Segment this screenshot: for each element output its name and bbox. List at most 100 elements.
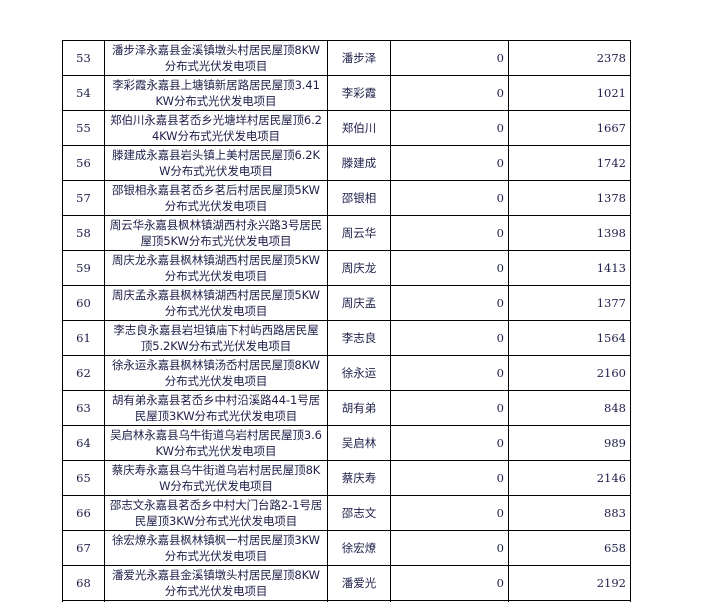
table-row[interactable]: 54 李彩霞永嘉县上塘镇新居路居民屋顶3.41KW分布式光伏发电项目 李彩霞 0 102… xyxy=(62,75,631,111)
table-row[interactable]: 59 周庆龙永嘉县枫林镇湖西村居民屋顶5KW分布式光伏发电项目 周庆龙 0 1413 xyxy=(62,250,631,286)
table-row[interactable]: 64 吴启林永嘉县乌牛街道乌岩村居民屋顶3.6KW分布式光伏发电项目 吴启林 0 989 xyxy=(62,425,631,461)
cell-quantity[interactable]: 0 xyxy=(390,530,509,566)
table-row[interactable]: 66 邵志文永嘉县茗岙乡中村大门台路2-1号居民屋顶3KW分布式光伏发电项目 邵志文… xyxy=(62,495,631,531)
cell-quantity[interactable]: 0 xyxy=(390,355,509,391)
cell-project-name[interactable]: 蔡庆寿永嘉县乌牛街道乌岩村居民屋顶8KW分布式光伏发电项目 xyxy=(104,460,328,496)
cell-owner-name[interactable]: 蔡庆寿 xyxy=(327,460,391,496)
cell-quantity[interactable]: 0 xyxy=(390,320,509,356)
cell-amount[interactable]: 2146 xyxy=(508,460,631,496)
cell-amount[interactable]: 2160 xyxy=(508,355,631,391)
cell-index[interactable]: 54 xyxy=(62,75,105,111)
cell-amount[interactable]: 883 xyxy=(508,495,631,531)
cell-quantity[interactable]: 0 xyxy=(390,495,509,531)
table-row[interactable]: 55 郑伯川永嘉县茗岙乡光塘垟村居民屋顶6.24KW分布式光伏发电项目 郑伯川 0 16… xyxy=(62,110,631,146)
cell-project-name[interactable]: 徐永运永嘉县枫林镇汤岙村居民屋顶8KW分布式光伏发电项目 xyxy=(104,355,328,391)
cell-index[interactable]: 68 xyxy=(62,565,105,601)
cell-index[interactable]: 58 xyxy=(62,215,105,251)
cell-amount[interactable]: 1667 xyxy=(508,110,631,146)
cell-project-name[interactable]: 徐宏燎永嘉县枫林镇枫一村居民屋顶3KW分布式光伏发电项目 xyxy=(104,530,328,566)
table-row[interactable]: 53 潘步泽永嘉县金溪镇墩头村居民屋顶8KW分布式光伏发电项目 潘步泽 0 2378 xyxy=(62,40,631,76)
cell-project-name[interactable]: 周庆孟永嘉县枫林镇湖西村居民屋顶5KW分布式光伏发电项目 xyxy=(104,285,328,321)
cell-amount[interactable]: 2192 xyxy=(508,565,631,601)
cell-owner-name[interactable]: 邵银相 xyxy=(327,180,391,216)
table-row[interactable]: 63 胡有弟永嘉县茗岙乡中村沿溪路44-1号居民屋顶3KW分布式光伏发电项目 胡有弟… xyxy=(62,390,631,426)
table-row[interactable]: 69郑九存永嘉县茗岙乡光塘垟村居民屋顶6.24KW分布式光伏发电项目郑九存018… xyxy=(62,600,631,602)
cell-quantity[interactable]: 0 xyxy=(390,390,509,426)
cell-quantity[interactable]: 0 xyxy=(390,215,509,251)
cell-owner-name[interactable]: 滕建成 xyxy=(327,145,391,181)
cell-owner-name[interactable]: 李志良 xyxy=(327,320,391,356)
cell-amount[interactable]: 2378 xyxy=(508,40,631,76)
cell-index[interactable]: 65 xyxy=(62,460,105,496)
cell-amount[interactable]: 1800 xyxy=(508,600,631,602)
cell-amount[interactable]: 1413 xyxy=(508,250,631,286)
table-row[interactable]: 57 邵银相永嘉县茗岙乡茗后村居民屋顶5KW分布式光伏发电项目 邵银相 0 1378 xyxy=(62,180,631,216)
cell-owner-name[interactable]: 邵志文 xyxy=(327,495,391,531)
cell-quantity[interactable]: 0 xyxy=(390,180,509,216)
cell-index[interactable]: 56 xyxy=(62,145,105,181)
cell-project-name[interactable]: 邵志文永嘉县茗岙乡中村大门台路2-1号居民屋顶3KW分布式光伏发电项目 xyxy=(104,495,328,531)
cell-amount[interactable]: 1378 xyxy=(508,180,631,216)
cell-project-name[interactable]: 李彩霞永嘉县上塘镇新居路居民屋顶3.41KW分布式光伏发电项目 xyxy=(104,75,328,111)
table-row[interactable]: 67 徐宏燎永嘉县枫林镇枫一村居民屋顶3KW分布式光伏发电项目 徐宏燎 0 658 xyxy=(62,530,631,566)
cell-quantity[interactable]: 0 xyxy=(390,565,509,601)
cell-quantity[interactable]: 0 xyxy=(390,250,509,286)
cell-owner-name[interactable]: 周庆龙 xyxy=(327,250,391,286)
cell-quantity[interactable]: 0 xyxy=(390,285,509,321)
cell-project-name[interactable]: 潘爱光永嘉县金溪镇墩头村居民屋顶8KW分布式光伏发电项目 xyxy=(104,565,328,601)
table-row[interactable]: 65 蔡庆寿永嘉县乌牛街道乌岩村居民屋顶8KW分布式光伏发电项目 蔡庆寿 0 2146 xyxy=(62,460,631,496)
cell-project-name[interactable]: 郑伯川永嘉县茗岙乡光塘垟村居民屋顶6.24KW分布式光伏发电项目 xyxy=(104,110,328,146)
cell-owner-name[interactable]: 徐永运 xyxy=(327,355,391,391)
cell-amount[interactable]: 1742 xyxy=(508,145,631,181)
cell-project-name[interactable]: 潘步泽永嘉县金溪镇墩头村居民屋顶8KW分布式光伏发电项目 xyxy=(104,40,328,76)
cell-owner-name[interactable]: 潘步泽 xyxy=(327,40,391,76)
cell-amount[interactable]: 658 xyxy=(508,530,631,566)
cell-project-name[interactable]: 周云华永嘉县枫林镇湖西村永兴路3号居民屋顶5KW分布式光伏发电项目 xyxy=(104,215,328,251)
cell-project-name[interactable]: 周庆龙永嘉县枫林镇湖西村居民屋顶5KW分布式光伏发电项目 xyxy=(104,250,328,286)
cell-owner-name[interactable]: 周云华 xyxy=(327,215,391,251)
cell-index[interactable]: 55 xyxy=(62,110,105,146)
cell-index[interactable]: 62 xyxy=(62,355,105,391)
table-row[interactable]: 61 李志良永嘉县岩坦镇庙下村屿西路居民屋顶5.2KW分布式光伏发电项目 李志良 0 1… xyxy=(62,320,631,356)
cell-amount[interactable]: 989 xyxy=(508,425,631,461)
cell-index[interactable]: 59 xyxy=(62,250,105,286)
cell-project-name[interactable]: 吴启林永嘉县乌牛街道乌岩村居民屋顶3.6KW分布式光伏发电项目 xyxy=(104,425,328,461)
cell-quantity[interactable]: 0 xyxy=(390,110,509,146)
cell-owner-name[interactable]: 周庆孟 xyxy=(327,285,391,321)
cell-amount[interactable]: 1564 xyxy=(508,320,631,356)
cell-amount[interactable]: 1398 xyxy=(508,215,631,251)
cell-owner-name[interactable]: 郑伯川 xyxy=(327,110,391,146)
cell-quantity[interactable]: 0 xyxy=(390,425,509,461)
cell-project-name[interactable]: 胡有弟永嘉县茗岙乡中村沿溪路44-1号居民屋顶3KW分布式光伏发电项目 xyxy=(104,390,328,426)
cell-owner-name[interactable]: 潘爱光 xyxy=(327,565,391,601)
cell-amount[interactable]: 1377 xyxy=(508,285,631,321)
cell-project-name[interactable]: 滕建成永嘉县岩头镇上美村居民屋顶6.2KW分布式光伏发电项目 xyxy=(104,145,328,181)
cell-index[interactable]: 60 xyxy=(62,285,105,321)
cell-owner-name[interactable]: 李彩霞 xyxy=(327,75,391,111)
project-name-text: 蔡庆寿永嘉县乌牛街道乌岩村居民屋顶8KW分布式光伏发电项目 xyxy=(111,463,321,493)
cell-owner-name[interactable]: 吴启林 xyxy=(327,425,391,461)
cell-quantity[interactable]: 0 xyxy=(390,75,509,111)
cell-project-name[interactable]: 邵银相永嘉县茗岙乡茗后村居民屋顶5KW分布式光伏发电项目 xyxy=(104,180,328,216)
cell-index[interactable]: 57 xyxy=(62,180,105,216)
cell-amount[interactable]: 848 xyxy=(508,390,631,426)
cell-index[interactable]: 67 xyxy=(62,530,105,566)
cell-index[interactable]: 66 xyxy=(62,495,105,531)
cell-index[interactable]: 63 xyxy=(62,390,105,426)
table-row[interactable]: 60 周庆孟永嘉县枫林镇湖西村居民屋顶5KW分布式光伏发电项目 周庆孟 0 1377 xyxy=(62,285,631,321)
project-name-text: 滕建成永嘉县岩头镇上美村居民屋顶6.2KW分布式光伏发电项目 xyxy=(112,148,320,178)
table-row[interactable]: 62 徐永运永嘉县枫林镇汤岙村居民屋顶8KW分布式光伏发电项目 徐永运 0 2160 xyxy=(62,355,631,391)
cell-index[interactable]: 64 xyxy=(62,425,105,461)
cell-quantity[interactable]: 0 xyxy=(390,145,509,181)
cell-quantity[interactable]: 0 xyxy=(390,460,509,496)
cell-index[interactable]: 61 xyxy=(62,320,105,356)
cell-owner-name[interactable]: 徐宏燎 xyxy=(327,530,391,566)
cell-amount[interactable]: 1021 xyxy=(508,75,631,111)
cell-quantity[interactable]: 0 xyxy=(390,40,509,76)
table-row[interactable]: 68 潘爱光永嘉县金溪镇墩头村居民屋顶8KW分布式光伏发电项目 潘爱光 0 2192 xyxy=(62,565,631,601)
cell-index[interactable]: 53 xyxy=(62,40,105,76)
cell-project-name[interactable]: 李志良永嘉县岩坦镇庙下村屿西路居民屋顶5.2KW分布式光伏发电项目 xyxy=(104,320,328,356)
cell-owner-name[interactable]: 胡有弟 xyxy=(327,390,391,426)
table-row[interactable]: 58 周云华永嘉县枫林镇湖西村永兴路3号居民屋顶5KW分布式光伏发电项目 周云华 0 1… xyxy=(62,215,631,251)
table-row[interactable]: 56 滕建成永嘉县岩头镇上美村居民屋顶6.2KW分布式光伏发电项目 滕建成 0 1742 xyxy=(62,145,631,181)
